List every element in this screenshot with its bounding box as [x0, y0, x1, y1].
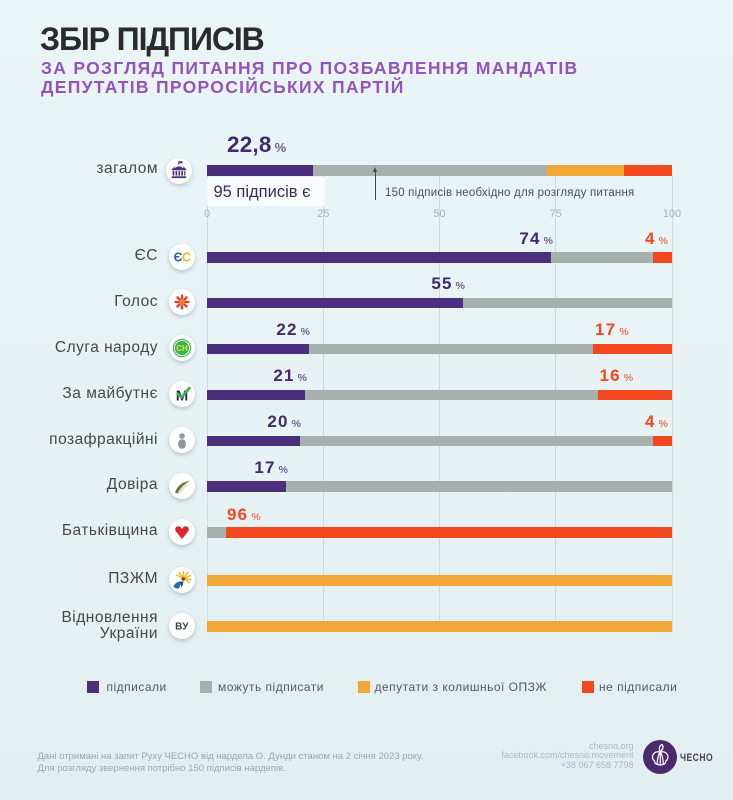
svg-text:СН: СН: [176, 344, 188, 353]
svg-text:С: С: [182, 250, 191, 264]
svg-text:ВУ: ВУ: [175, 621, 189, 632]
svg-text:Є: Є: [174, 250, 183, 264]
